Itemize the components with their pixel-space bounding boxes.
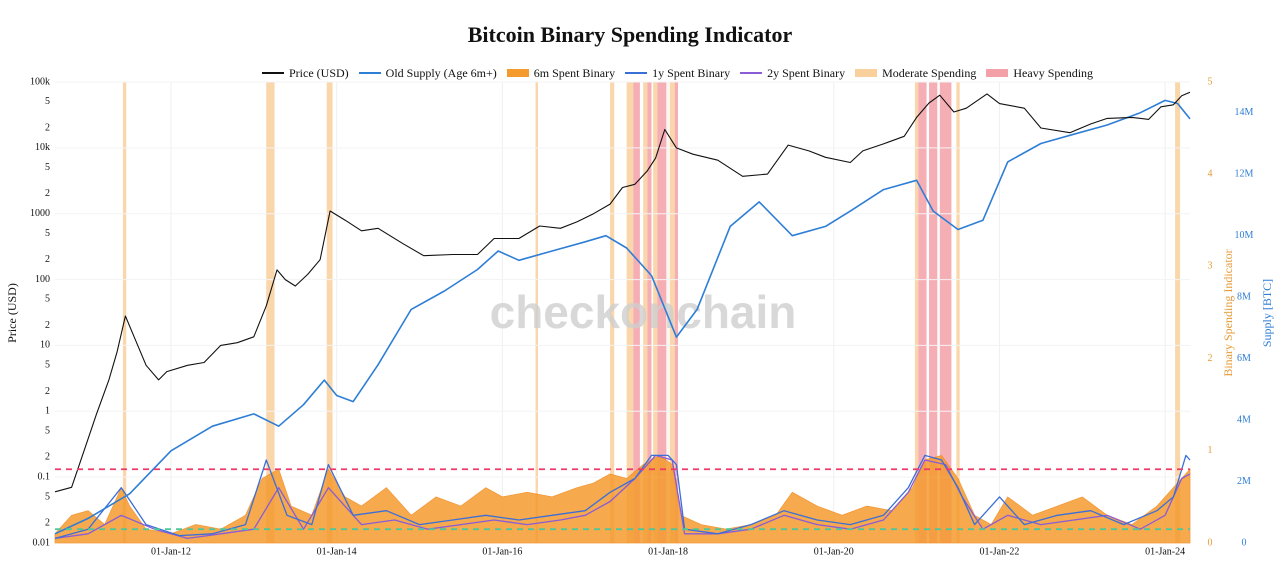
supply-axis-tick: 6M: [1237, 353, 1251, 364]
left-axis-tick: 5: [45, 491, 50, 502]
heavy-spending-band: [918, 82, 927, 543]
moderate-spending-band: [610, 82, 615, 543]
price-line: [54, 91, 1191, 493]
left-axis-tick: 10: [40, 340, 50, 351]
left-axis-tick: 10k: [35, 142, 50, 153]
x-axis-tick: 01-Jan-14: [317, 546, 357, 557]
chart-title: Bitcoin Binary Spending Indicator: [467, 22, 793, 47]
legend-item[interactable]: 2y Spent Binary: [740, 66, 845, 81]
left-axis-tick: 100k: [30, 76, 50, 87]
left-axis-tick: 2: [45, 188, 50, 199]
spending-bands: [122, 82, 1181, 543]
x-axis-tick: 01-Jan-20: [814, 546, 854, 557]
two-year-spent-binary-line: [54, 454, 1191, 540]
left-axis-tick: 2: [45, 122, 50, 133]
left-axis-tick: 5: [45, 360, 50, 371]
right-axis-label-indicator: Binary Spending Indicator: [1221, 249, 1235, 376]
legend-label: 2y Spent Binary: [767, 65, 846, 80]
legend-swatch: [855, 69, 878, 77]
left-axis-tick: 5: [45, 425, 50, 436]
left-axis-tick: 0.1: [38, 471, 51, 482]
moderate-spending-band: [914, 82, 919, 543]
old-supply-line: [54, 99, 1191, 535]
x-axis-tick: 01-Jan-16: [482, 546, 522, 557]
moderate-spending-band: [535, 82, 538, 543]
moderate-spending-band: [653, 82, 658, 543]
legend-item[interactable]: 1y Spent Binary: [625, 66, 730, 81]
supply-axis-tick: 12M: [1235, 168, 1254, 179]
legend-item[interactable]: Heavy Spending: [986, 66, 1093, 81]
left-axis-tick: 1000: [30, 208, 50, 219]
moderate-spending-band: [326, 82, 333, 543]
legend-swatch: [262, 72, 284, 74]
left-axis-tick: 2: [45, 320, 50, 331]
left-axis-tick: 5: [45, 228, 50, 239]
legend-swatch: [358, 72, 381, 74]
indicator-axis-tick: 2: [1208, 353, 1213, 364]
indicator-axis-tick: 3: [1208, 261, 1213, 272]
left-axis-tick: 2: [45, 517, 50, 528]
legend-label: 1y Spent Binary: [652, 65, 731, 80]
legend-swatch: [506, 69, 529, 77]
left-axis-tick: 100: [35, 274, 50, 285]
legend-label: Old Supply (Age 6m+): [385, 65, 497, 80]
heavy-spending-band: [929, 82, 938, 543]
legend-label: Heavy Spending: [1013, 65, 1094, 80]
moderate-spending-band: [669, 82, 675, 543]
legend-swatch: [986, 69, 1009, 77]
legend-item[interactable]: Moderate Spending: [855, 66, 976, 81]
one-year-spent-binary-line: [54, 454, 1191, 540]
heavy-spending-band: [647, 82, 652, 543]
series-lines: [54, 91, 1191, 540]
supply-axis-tick: 10M: [1235, 230, 1254, 241]
supply-axis-tick: 0: [1242, 537, 1247, 548]
moderate-spending-band: [956, 82, 960, 543]
heavy-spending-band: [674, 82, 679, 543]
moderate-spending-band: [122, 82, 127, 543]
left-axis-tick: 1: [45, 406, 50, 417]
legend-swatch: [625, 72, 648, 74]
watermark: checkonchain: [490, 286, 797, 338]
legend: Price (USD) Old Supply (Age 6m+) 6m Spent …: [262, 64, 1093, 82]
moderate-spending-band: [1175, 82, 1181, 543]
left-axis-label: Price (USD): [5, 283, 19, 343]
left-axis-tick: 2: [45, 254, 50, 265]
indicator-axis-tick: 5: [1208, 76, 1213, 87]
indicator-axis-tick: 0: [1208, 537, 1213, 548]
x-axis-tick: 01-Jan-24: [1145, 546, 1185, 557]
legend-label: Moderate Spending: [882, 65, 977, 80]
legend-label: Price (USD): [289, 65, 349, 80]
heavy-spending-band: [633, 82, 640, 543]
moderate-spending-band: [626, 82, 634, 543]
left-axis-tick: 5: [45, 96, 50, 107]
x-axis-tick: 01-Jan-22: [979, 546, 1019, 557]
indicator-axis-tick: 1: [1208, 445, 1213, 456]
grid-lines: [55, 81, 1190, 543]
legend-item[interactable]: Price (USD): [262, 66, 349, 81]
left-axis-tick: 2: [45, 386, 50, 397]
legend-item[interactable]: Old Supply (Age 6m+): [358, 65, 497, 81]
moderate-spending-band: [266, 82, 275, 543]
indicator-axis-tick: 4: [1208, 168, 1213, 179]
supply-axis-tick: 8M: [1237, 291, 1251, 302]
right-axis-label-supply: Supply [BTC]: [1260, 279, 1274, 347]
moderate-spending-band: [643, 82, 648, 543]
heavy-spending-band: [657, 82, 667, 543]
x-axis-tick: 01-Jan-18: [648, 546, 688, 557]
x-axis-tick: 01-Jan-12: [151, 546, 191, 557]
legend-label: 6m Spent Binary: [533, 65, 616, 80]
legend-item[interactable]: 6m Spent Binary: [506, 65, 616, 81]
legend-swatch: [740, 72, 763, 74]
supply-axis-tick: 14M: [1235, 107, 1254, 118]
left-axis-tick: 2: [45, 452, 50, 463]
supply-axis-tick: 4M: [1237, 414, 1251, 425]
left-axis-tick: 0.01: [33, 537, 51, 548]
threshold-lines: [55, 468, 1190, 531]
supply-axis-tick: 2M: [1237, 476, 1251, 487]
left-axis-tick: 5: [45, 162, 50, 173]
heavy-spending-band: [939, 82, 952, 543]
left-axis-tick: 5: [45, 294, 50, 305]
